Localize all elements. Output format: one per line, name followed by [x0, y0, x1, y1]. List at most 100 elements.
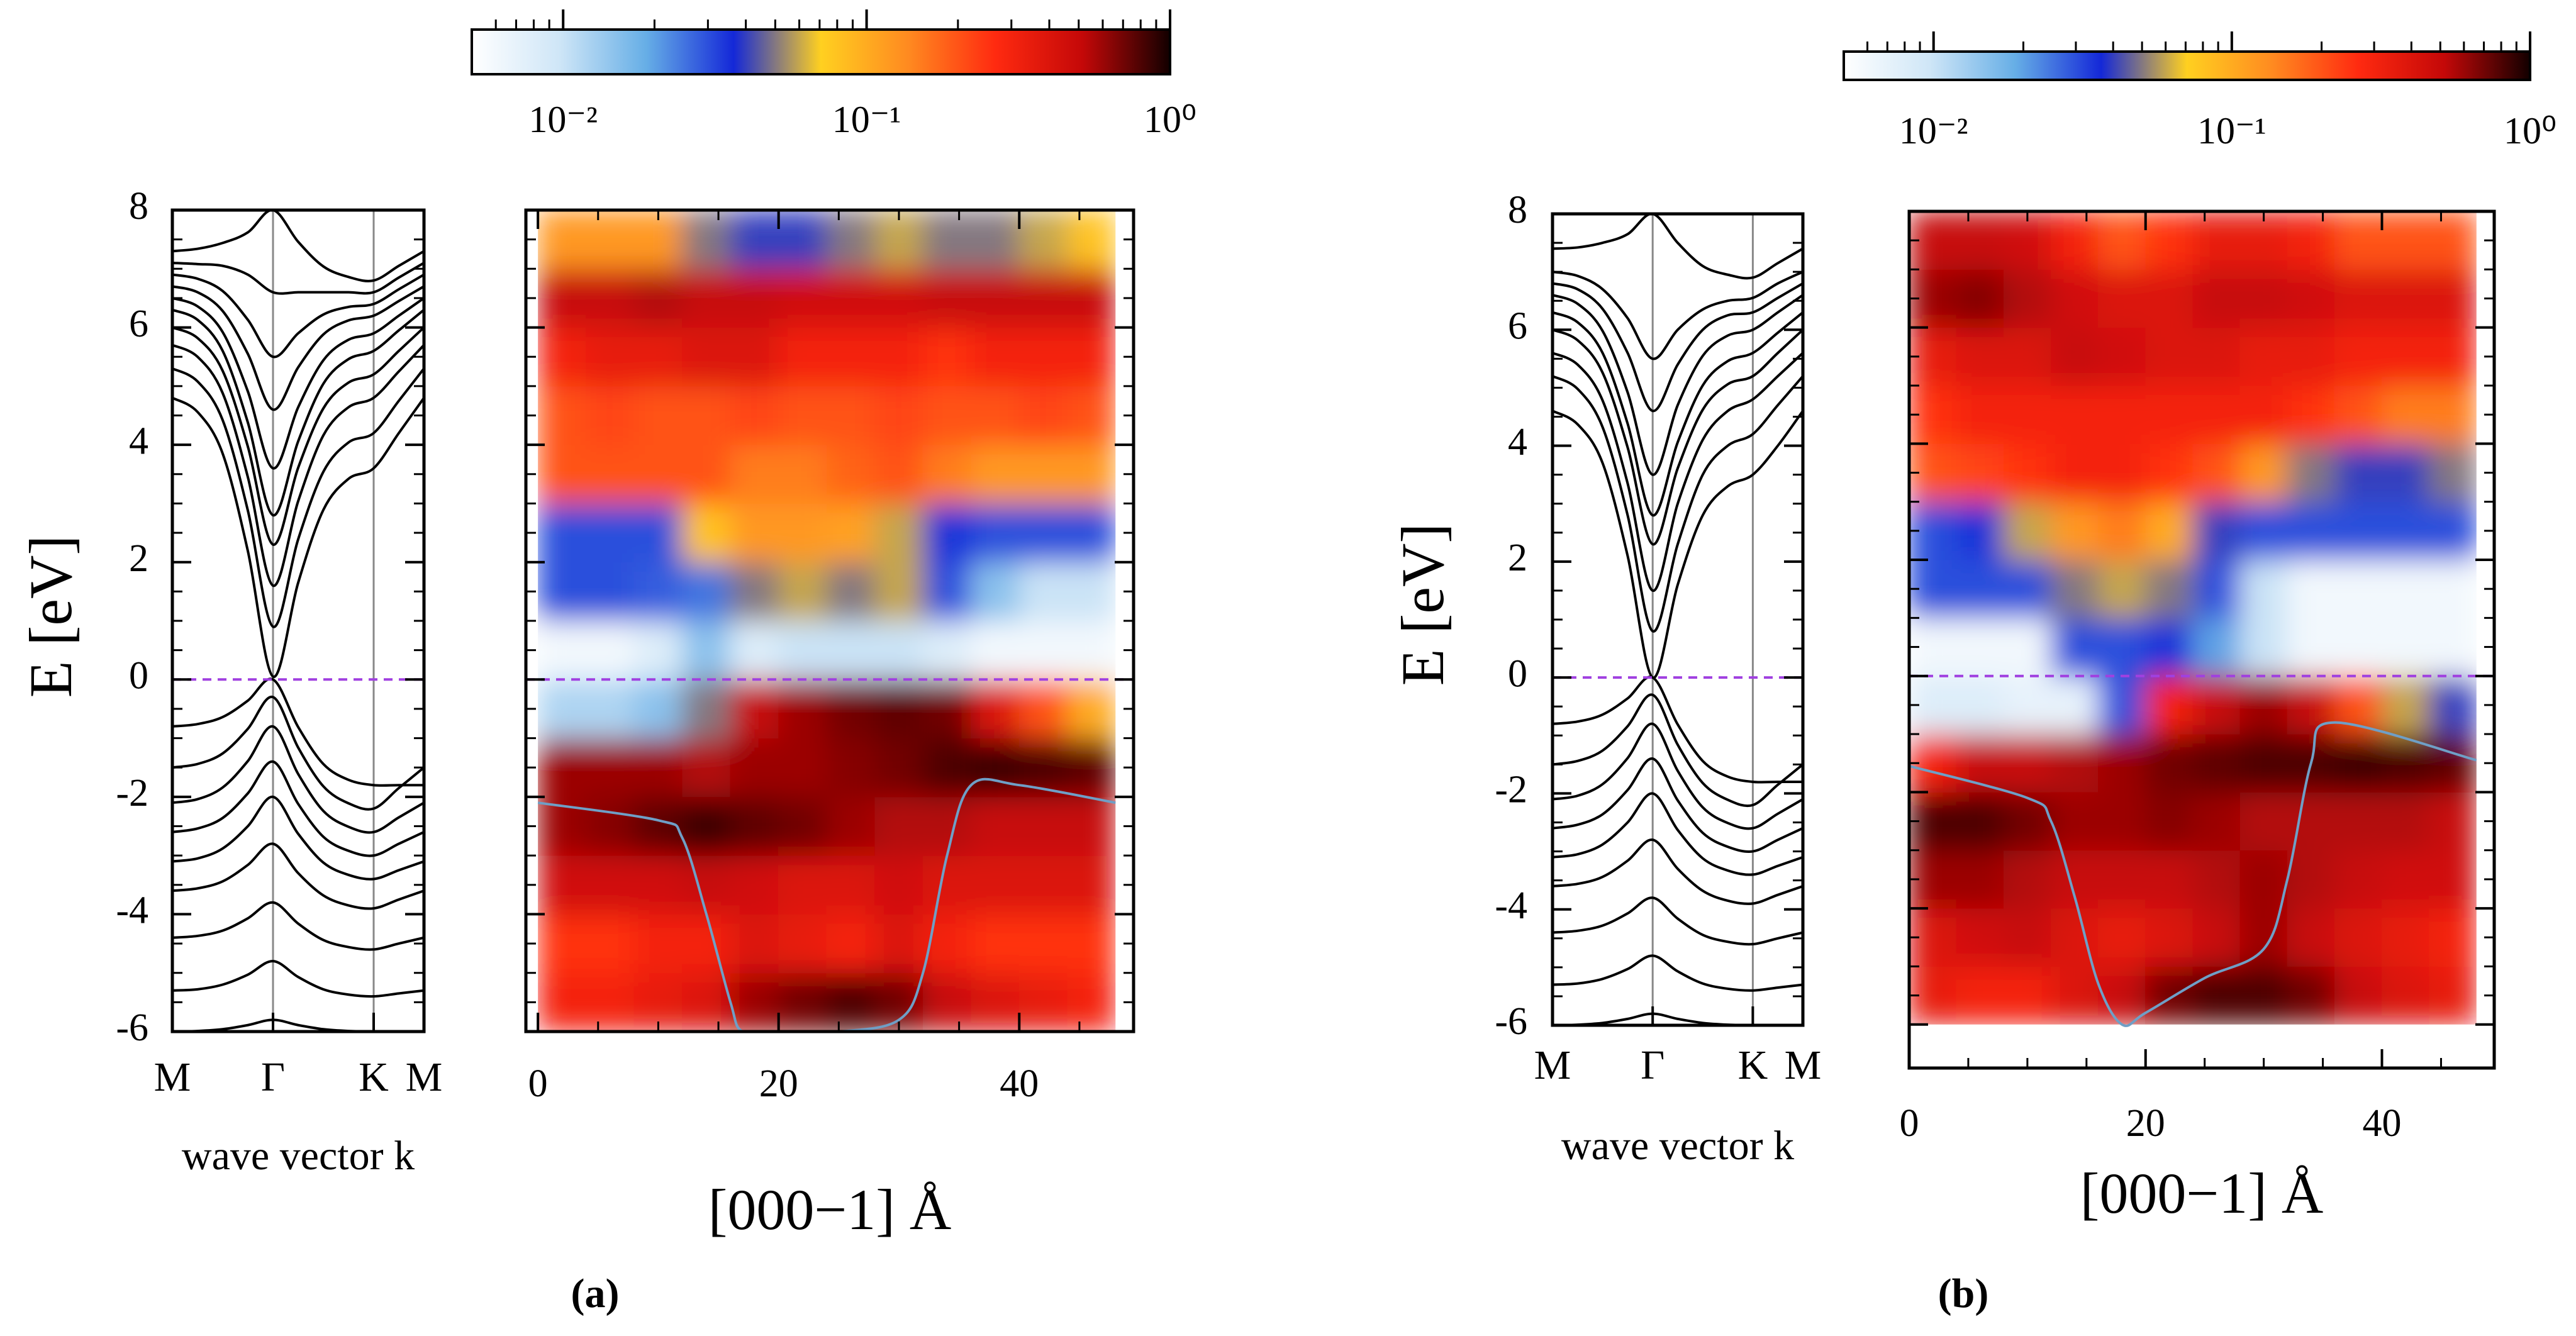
heatmap-cell	[971, 679, 1020, 739]
heatmap-cell	[778, 620, 827, 680]
heatmap-cell	[2192, 676, 2241, 735]
heatmap-cell	[2429, 559, 2477, 618]
heatmap-cell	[586, 503, 635, 563]
heatmap-cell	[1067, 386, 1116, 445]
heatmap-cell	[2382, 966, 2430, 1025]
heatmap-cell	[2334, 443, 2383, 503]
band	[172, 343, 424, 587]
heatmap-cell	[1018, 327, 1068, 387]
band	[172, 677, 424, 787]
heatmap-cell	[2145, 733, 2194, 793]
heatmap-cell	[1956, 211, 2004, 270]
x-tick-label: K	[359, 1054, 389, 1100]
y-tick-label: 0	[129, 655, 148, 698]
heatmap-cell	[2098, 385, 2146, 444]
heatmap-cell	[730, 620, 779, 680]
heatmap-cell	[1956, 443, 2004, 503]
heatmap-cell	[971, 796, 1020, 856]
band	[1553, 270, 1803, 360]
band	[1553, 1012, 1803, 1025]
heatmap-cell	[826, 738, 876, 798]
band	[172, 261, 424, 295]
heatmap-cell	[2145, 443, 2194, 503]
band	[1553, 757, 1803, 853]
heatmap-cell	[874, 679, 923, 739]
heatmap-cell	[1956, 791, 2004, 851]
heatmap-cell	[538, 210, 587, 269]
heatmap-cell	[922, 386, 972, 445]
heatmap-cell	[2382, 211, 2430, 270]
heatmap-cell	[874, 503, 923, 563]
colorbar-tick-label: 10⁻¹	[832, 99, 901, 140]
heatmap-cell	[778, 268, 827, 328]
heatmap-cell	[633, 503, 683, 563]
heatmap-cell	[682, 327, 731, 387]
heatmap-cell	[826, 268, 876, 328]
heatmap-cell	[778, 444, 827, 504]
heatmap-cell	[1018, 386, 1068, 445]
heatmap-cell	[2429, 850, 2477, 909]
axes-frame	[1551, 212, 1805, 1027]
heatmap-cell	[826, 679, 876, 739]
heatmap-cell	[1956, 617, 2004, 677]
colorbar-tick-label: 10⁰	[2504, 110, 2556, 152]
heatmap-cell	[2334, 501, 2383, 560]
heatmap-cell	[1956, 676, 2004, 735]
y-tick-label: -6	[1495, 1000, 1527, 1043]
heatmap-cell	[922, 679, 972, 739]
heatmap-cell	[586, 738, 635, 798]
heatmap-cell	[633, 386, 683, 445]
band	[172, 396, 424, 678]
heatmap-cell	[682, 503, 731, 563]
heatmap-cell	[2192, 385, 2241, 444]
heatmap-cell	[586, 679, 635, 739]
heatmap-cell	[2192, 559, 2241, 618]
heatmap-cell	[538, 738, 587, 798]
heatmap-cell	[2050, 385, 2099, 444]
heatmap-cell	[2382, 443, 2430, 503]
heatmap-cell	[826, 913, 876, 974]
heatmap-cell	[922, 444, 972, 504]
band	[172, 326, 424, 546]
profile-lines	[1909, 674, 2494, 1027]
band-lines	[1553, 214, 1803, 1025]
x-tick-label: 0	[528, 1062, 548, 1105]
heatmap-cell	[2287, 269, 2335, 328]
heatmap-cell	[1067, 327, 1116, 387]
heatmap-cell	[2003, 443, 2051, 503]
heatmap-cell	[2382, 559, 2430, 618]
heatmap-cell	[971, 913, 1020, 974]
heatmap-cell	[2382, 791, 2430, 851]
heatmap-cell	[682, 855, 731, 915]
band	[172, 273, 424, 359]
band	[172, 760, 424, 857]
heatmap-cell	[778, 796, 827, 856]
band	[1553, 409, 1803, 679]
heatmap-cell	[1018, 796, 1068, 856]
heatmap-cell	[2098, 850, 2146, 909]
heatmap-cell	[1067, 796, 1116, 856]
heatmap-cell	[2382, 908, 2430, 967]
heatmap-cell	[2192, 908, 2241, 967]
y-tick-label: 8	[1508, 189, 1527, 231]
band	[172, 842, 424, 910]
heatmap-cell	[2145, 617, 2194, 677]
heatmap-cell	[874, 562, 923, 621]
heatmap-cell	[2003, 327, 2051, 386]
y-tick-label: 6	[1508, 305, 1527, 348]
heatmap-cell	[1018, 972, 1068, 1032]
heatmap-cell	[2050, 559, 2099, 618]
heatmap-cell	[922, 620, 972, 680]
heatmap-cell	[2287, 385, 2335, 444]
heatmap-cell	[2145, 850, 2194, 909]
heatmap-cell	[2334, 385, 2383, 444]
heatmap-cell	[778, 503, 827, 563]
colorbar-tick-label: 10⁻¹	[2197, 110, 2267, 152]
heatmap-cell	[1067, 444, 1116, 504]
y-tick-label: 8	[129, 185, 148, 228]
heatmap-cell	[2287, 443, 2335, 503]
heatmap-cell	[1067, 620, 1116, 680]
x-tick-label: 20	[759, 1062, 798, 1105]
heatmap-cell	[2382, 676, 2430, 735]
heatmap-cell	[2429, 966, 2477, 1025]
